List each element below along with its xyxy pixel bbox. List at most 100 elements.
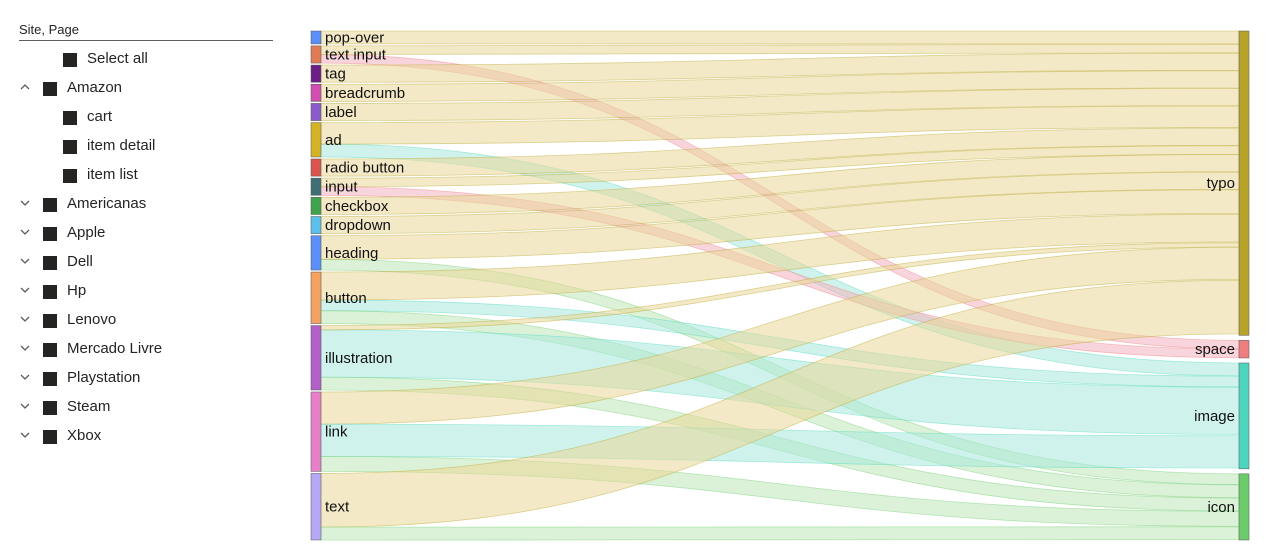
- link-pop-over-to-typo[interactable]: [320, 30, 1240, 45]
- target-node-image[interactable]: [1238, 362, 1250, 470]
- checkbox[interactable]: [43, 430, 57, 444]
- slicer-item-label: item list: [87, 166, 138, 183]
- slicer-item-label: Xbox: [67, 427, 102, 444]
- source-label: checkbox: [325, 198, 389, 215]
- checkbox[interactable]: [43, 198, 57, 212]
- source-node-dropdown[interactable]: [310, 216, 322, 234]
- checkbox[interactable]: [43, 256, 57, 270]
- slicer-item-item-detail[interactable]: item detail: [19, 133, 273, 162]
- source-label: heading: [325, 245, 378, 262]
- chevron-down-icon[interactable]: [19, 197, 31, 209]
- source-node-text-input[interactable]: [310, 45, 322, 64]
- checkbox[interactable]: [63, 169, 77, 183]
- target-node-typo[interactable]: [1238, 30, 1250, 336]
- source-label: breadcrumb: [325, 85, 405, 102]
- target-node-space[interactable]: [1238, 340, 1250, 359]
- slicer-item-xbox[interactable]: Xbox: [19, 423, 273, 452]
- chevron-down-icon[interactable]: [19, 284, 31, 296]
- source-node-link[interactable]: [310, 391, 322, 472]
- source-label: button: [325, 290, 367, 307]
- source-node-button[interactable]: [310, 271, 322, 324]
- chevron-down-icon[interactable]: [19, 255, 31, 267]
- source-label: pop-over: [325, 29, 384, 46]
- link-text-to-icon[interactable]: [320, 526, 1240, 541]
- chevron-up-icon[interactable]: [19, 81, 31, 93]
- target-label: icon: [1207, 499, 1235, 516]
- slicer-item-label: Select all: [87, 50, 148, 67]
- slicer-item-label: Americanas: [67, 195, 147, 212]
- checkbox[interactable]: [43, 372, 57, 386]
- slicer-item-amazon[interactable]: Amazon: [19, 75, 273, 104]
- source-label: dropdown: [325, 217, 391, 234]
- checkbox[interactable]: [43, 285, 57, 299]
- slicer-title: Site, Page: [19, 22, 273, 41]
- checkbox[interactable]: [63, 111, 77, 125]
- slicer-item-label: Playstation: [67, 369, 141, 386]
- slicer-item-apple[interactable]: Apple: [19, 220, 273, 249]
- slicer-item-label: item detail: [87, 137, 156, 154]
- sankey-nodes: [310, 30, 1250, 541]
- source-label: text input: [325, 46, 387, 63]
- checkbox[interactable]: [43, 314, 57, 328]
- source-node-checkbox[interactable]: [310, 197, 322, 215]
- source-node-label[interactable]: [310, 103, 322, 121]
- source-node-ad[interactable]: [310, 122, 322, 158]
- source-node-text[interactable]: [310, 473, 322, 541]
- slicer-item-cart[interactable]: cart: [19, 104, 273, 133]
- checkbox[interactable]: [43, 401, 57, 415]
- target-node-icon[interactable]: [1238, 473, 1250, 541]
- source-label: link: [325, 424, 348, 441]
- site-page-slicer: Site, Page Select all Amazon cart item deta…: [19, 22, 273, 452]
- slicer-item-label: Hp: [67, 282, 87, 299]
- slicer-item-dell[interactable]: Dell: [19, 249, 273, 278]
- slicer-list: Select all Amazon cart item detail item list…: [19, 46, 273, 452]
- source-node-input[interactable]: [310, 177, 322, 196]
- slicer-item-item-list[interactable]: item list: [19, 162, 273, 191]
- slicer-item-lenovo[interactable]: Lenovo: [19, 307, 273, 336]
- slicer-item-mercado-livre[interactable]: Mercado Livre: [19, 336, 273, 365]
- source-node-illustration[interactable]: [310, 325, 322, 391]
- chevron-down-icon[interactable]: [19, 429, 31, 441]
- source-label: tag: [325, 66, 346, 83]
- slicer-item-label: Dell: [67, 253, 93, 270]
- source-node-radio-button[interactable]: [310, 158, 322, 177]
- slicer-item-label: Mercado Livre: [67, 340, 163, 357]
- source-label: label: [325, 104, 357, 121]
- chevron-down-icon[interactable]: [19, 400, 31, 412]
- slicer-item-label: Amazon: [67, 79, 123, 96]
- slicer-item-americanas[interactable]: Americanas: [19, 191, 273, 220]
- target-label: space: [1195, 341, 1235, 358]
- checkbox[interactable]: [43, 227, 57, 241]
- checkbox[interactable]: [63, 53, 77, 67]
- checkbox[interactable]: [63, 140, 77, 154]
- chevron-down-icon[interactable]: [19, 226, 31, 238]
- checkbox[interactable]: [43, 82, 57, 96]
- source-node-heading[interactable]: [310, 235, 322, 271]
- source-label: radio button: [325, 160, 404, 177]
- link-text-input-to-typo[interactable]: [320, 43, 1240, 55]
- target-label: typo: [1207, 175, 1235, 192]
- slicer-item-label: Steam: [67, 398, 111, 415]
- source-node-breadcrumb[interactable]: [310, 83, 322, 102]
- slicer-item-select-all[interactable]: Select all: [19, 46, 273, 75]
- sankey-links: [320, 30, 1240, 541]
- chevron-down-icon[interactable]: [19, 371, 31, 383]
- source-node-pop-over[interactable]: [310, 30, 322, 45]
- slicer-item-playstation[interactable]: Playstation: [19, 365, 273, 394]
- source-label: text: [325, 499, 350, 516]
- slicer-item-hp[interactable]: Hp: [19, 278, 273, 307]
- slicer-item-label: Lenovo: [67, 311, 117, 328]
- slicer-item-label: Apple: [67, 224, 106, 241]
- chevron-down-icon[interactable]: [19, 342, 31, 354]
- source-node-tag[interactable]: [310, 64, 322, 83]
- target-label: image: [1194, 408, 1235, 425]
- source-label: ad: [325, 132, 342, 149]
- source-label: illustration: [325, 350, 393, 367]
- slicer-item-steam[interactable]: Steam: [19, 394, 273, 423]
- slicer-item-label: cart: [87, 108, 113, 125]
- chevron-down-icon[interactable]: [19, 313, 31, 325]
- checkbox[interactable]: [43, 343, 57, 357]
- source-label: input: [325, 179, 358, 196]
